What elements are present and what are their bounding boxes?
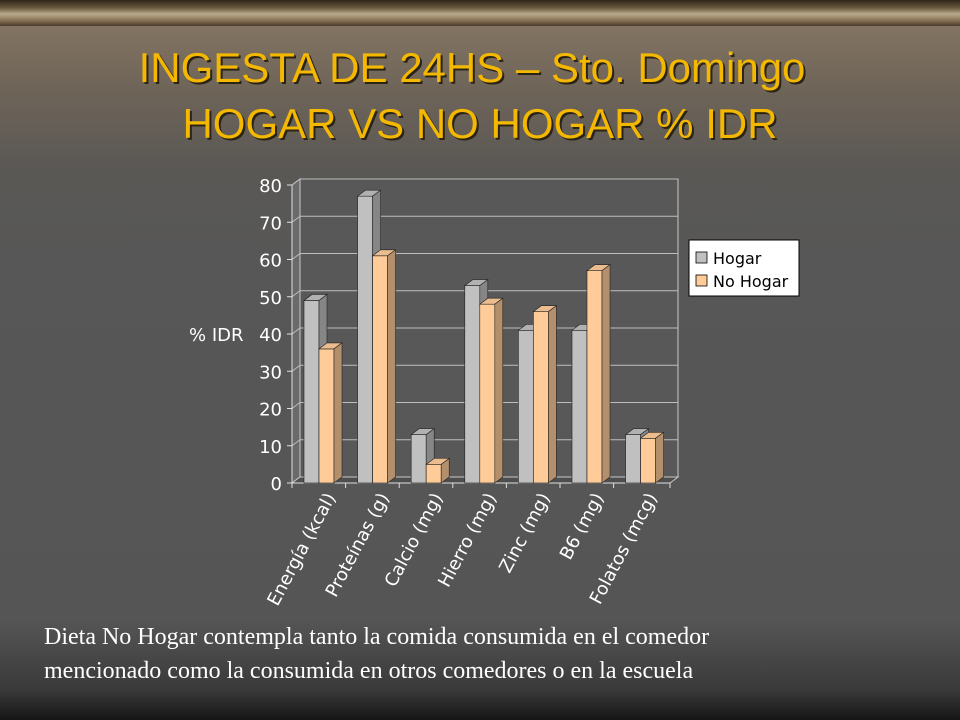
top-decorative-strip	[0, 0, 960, 26]
y-gridline	[291, 215, 678, 223]
y-tick-label: 80	[259, 176, 282, 197]
bar-no-hogar	[532, 305, 558, 484]
y-tick-label: 50	[259, 288, 282, 309]
bar-no-hogar	[371, 249, 397, 484]
y-tick-label: 10	[259, 437, 282, 458]
chart-legend: Hogar No Hogar	[688, 239, 800, 297]
legend-swatch	[695, 251, 708, 264]
legend-label: No Hogar	[713, 272, 789, 291]
bar-front	[640, 437, 656, 484]
chart-bars	[303, 189, 665, 484]
bar-no-hogar	[425, 457, 451, 484]
bar-side	[655, 431, 664, 484]
bar-front	[410, 434, 427, 484]
y-tick-label: 20	[259, 400, 282, 421]
y-tick-label: 30	[259, 362, 282, 383]
y-axis-title: % IDR	[189, 325, 244, 346]
bar-front	[586, 270, 603, 484]
x-tick-label: Zinc (mg)	[495, 489, 555, 576]
bar-front	[357, 195, 373, 484]
bar-front	[303, 300, 320, 484]
bar-front	[518, 329, 534, 484]
bar-front	[625, 434, 641, 484]
y-tick-label: 0	[271, 474, 282, 495]
bar-no-hogar	[478, 297, 504, 484]
bar-side	[494, 297, 504, 484]
y-gridline	[291, 178, 678, 186]
bar-front	[571, 329, 588, 484]
bar-front	[372, 255, 388, 484]
y-tick-label: 70	[259, 213, 282, 234]
bar-no-hogar	[639, 431, 665, 484]
footnote-line1: Dieta No Hogar contempla tanto la comida…	[44, 624, 710, 650]
y-tick-label: 60	[259, 251, 282, 272]
bar-front	[479, 303, 496, 484]
legend-swatch	[695, 274, 708, 287]
bar-side	[548, 305, 557, 484]
bar-front	[533, 311, 549, 484]
bar-no-hogar	[586, 264, 611, 484]
y-tick-label: 40	[259, 325, 282, 346]
footnote: Dieta No Hogar contempla tanto la comida…	[44, 620, 944, 688]
bar-front	[464, 285, 481, 484]
bar-side	[387, 249, 396, 484]
legend-label: Hogar	[713, 249, 762, 268]
footnote-line2: mencionado como la consumida en otros co…	[44, 658, 694, 684]
bar-front	[425, 464, 442, 484]
slide-title-line2: HOGAR VS NO HOGAR % IDR	[182, 100, 778, 147]
slide-title-line1: INGESTA DE 24HS – Sto. Domingo	[138, 44, 806, 91]
bar-no-hogar	[318, 342, 343, 484]
bar-front	[318, 348, 335, 484]
x-tick-label: B6 (mg)	[556, 489, 609, 563]
bar-side	[333, 342, 343, 484]
bar-side	[601, 264, 611, 484]
y-gridline	[291, 290, 678, 298]
bar-side	[440, 457, 450, 484]
legend-box	[688, 239, 800, 297]
y-gridline	[291, 253, 678, 260]
